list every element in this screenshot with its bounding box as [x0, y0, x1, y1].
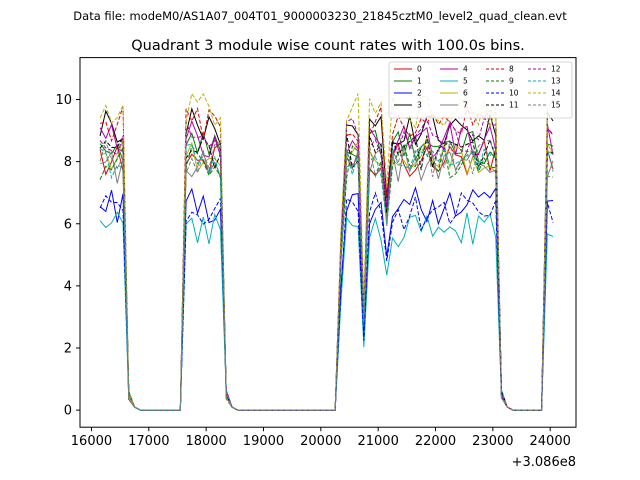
legend-label-7: 7 — [463, 101, 468, 110]
axes-border — [79, 57, 577, 428]
legend-label-5: 5 — [463, 77, 468, 86]
x-tick-label: 23000 — [472, 434, 513, 449]
axes-frame — [80, 57, 576, 428]
x-tick-label: 19000 — [243, 434, 284, 449]
plot-area — [79, 57, 577, 428]
y-axis: 0 2 4 6 8 10 — [55, 93, 80, 419]
series-layer — [99, 92, 554, 411]
suptitle: Data file: modeM0/AS1A07_004T01_90000032… — [73, 9, 567, 23]
legend-label-2: 2 — [417, 89, 422, 98]
x-tick-label: 21000 — [357, 434, 398, 449]
y-tick-label: 0 — [64, 404, 72, 419]
legend-label-6: 6 — [463, 89, 468, 98]
series-line-13 — [99, 143, 554, 411]
legend-label-4: 4 — [463, 65, 468, 74]
x-tick-label: 16000 — [71, 434, 112, 449]
x-tick-label: 20000 — [300, 434, 341, 449]
legend-label-1: 1 — [417, 77, 422, 86]
legend-label-10: 10 — [509, 89, 519, 98]
legend-label-9: 9 — [509, 77, 514, 86]
x-axis: 16000 17000 18000 19000 20000 21000 22000 23000… — [71, 427, 571, 449]
y-tick-label: 2 — [64, 342, 72, 357]
x-tick-label: 18000 — [185, 434, 226, 449]
y-tick-label: 10 — [55, 93, 72, 108]
y-tick-label: 6 — [64, 217, 72, 232]
series-line-15 — [99, 139, 554, 411]
chart-title: Quadrant 3 module wise count rates with … — [131, 38, 525, 54]
legend-label-11: 11 — [509, 101, 519, 110]
x-tick-label: 17000 — [128, 434, 169, 449]
legend-frame — [388, 61, 573, 119]
legend-label-0: 0 — [417, 65, 422, 74]
legend-label-12: 12 — [551, 65, 561, 74]
y-tick-label: 4 — [64, 279, 72, 294]
x-offset-label: +3.086e8 — [512, 455, 576, 470]
legend-label-8: 8 — [509, 65, 514, 74]
legend-label-13: 13 — [551, 77, 561, 86]
x-tick-label: 24000 — [530, 434, 571, 449]
y-tick-label: 8 — [64, 155, 72, 170]
legend-label-15: 15 — [551, 101, 561, 110]
legend-label-3: 3 — [417, 101, 422, 110]
legend-label-14: 14 — [551, 89, 561, 98]
x-tick-label: 22000 — [415, 434, 456, 449]
